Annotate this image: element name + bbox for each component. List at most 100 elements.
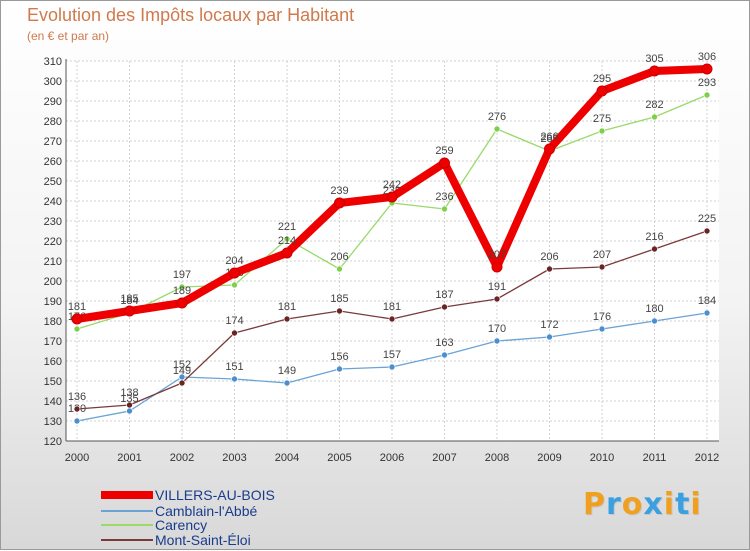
y-tick-label: 280 <box>44 116 62 128</box>
y-tick-label: 260 <box>44 156 62 168</box>
data-label-villers-au-bois: 189 <box>173 285 191 297</box>
data-point-villers-au-bois <box>124 305 135 317</box>
data-label-villers-au-bois: 204 <box>225 255 243 267</box>
data-label-camblain-l-abb-: 163 <box>435 337 453 349</box>
x-tick-label: 2001 <box>117 452 141 464</box>
data-label-mont-saint-loi: 191 <box>488 281 506 293</box>
data-label-camblain-l-abb-: 176 <box>593 311 611 323</box>
data-point-villers-au-bois <box>649 65 660 77</box>
data-point-camblain-l-abb- <box>388 363 396 371</box>
x-tick-label: 2009 <box>537 452 561 464</box>
data-point-camblain-l-abb- <box>336 365 343 373</box>
data-label-villers-au-bois: 306 <box>698 51 716 63</box>
x-tick-label: 2005 <box>327 452 351 464</box>
y-tick-label: 220 <box>44 236 62 248</box>
legend-label: Camblain-l'Abbé <box>155 503 258 519</box>
data-point-villers-au-bois <box>544 143 555 155</box>
x-tick-label: 2012 <box>695 452 719 464</box>
data-point-carency <box>703 91 711 99</box>
data-point-villers-au-bois <box>491 261 503 273</box>
logo-letter: i <box>690 487 702 522</box>
x-tick-label: 2010 <box>590 452 614 464</box>
data-label-mont-saint-loi: 138 <box>120 387 138 399</box>
y-tick-label: 230 <box>44 216 62 228</box>
x-tick-label: 2002 <box>170 452 194 464</box>
data-point-villers-au-bois <box>439 157 450 169</box>
y-tick-label: 180 <box>44 316 62 328</box>
data-point-villers-au-bois <box>386 191 398 203</box>
data-point-carency <box>73 325 81 333</box>
data-label-carency: 275 <box>593 113 611 125</box>
y-tick-label: 150 <box>44 376 62 388</box>
y-tick-label: 120 <box>44 436 62 448</box>
data-label-mont-saint-loi: 225 <box>698 213 716 225</box>
x-tick-label: 2004 <box>275 452 299 464</box>
data-point-mont-saint-loi <box>283 315 291 323</box>
data-point-carency <box>178 283 186 291</box>
logo-letter: t <box>675 487 691 522</box>
y-tick-label: 160 <box>44 356 62 368</box>
x-tick-label: 2007 <box>432 452 456 464</box>
x-tick-label: 2008 <box>485 452 509 464</box>
data-point-mont-saint-loi <box>231 329 238 337</box>
data-point-mont-saint-loi <box>388 315 396 323</box>
data-label-carency: 276 <box>488 111 506 123</box>
data-point-camblain-l-abb- <box>283 379 291 387</box>
data-label-villers-au-bois: 295 <box>593 73 611 85</box>
data-point-mont-saint-loi <box>178 379 186 387</box>
data-point-carency <box>651 113 658 121</box>
data-point-camblain-l-abb- <box>231 375 238 383</box>
data-point-mont-saint-loi <box>126 401 133 409</box>
logo-letter: P <box>583 487 606 522</box>
logo-letter: o <box>621 487 644 522</box>
data-label-camblain-l-abb-: 180 <box>645 303 663 315</box>
data-label-villers-au-bois: 305 <box>645 53 663 65</box>
data-point-mont-saint-loi <box>441 303 448 311</box>
y-tick-label: 290 <box>44 96 62 108</box>
data-point-villers-au-bois <box>229 267 240 279</box>
data-point-camblain-l-abb- <box>126 407 133 415</box>
logo-letter: i <box>663 487 676 522</box>
data-label-mont-saint-loi: 181 <box>383 301 401 313</box>
legend-swatch <box>101 510 153 512</box>
data-label-camblain-l-abb-: 157 <box>383 349 401 361</box>
data-label-camblain-l-abb-: 184 <box>698 295 716 307</box>
data-label-camblain-l-abb-: 149 <box>278 365 296 377</box>
data-point-mont-saint-loi <box>336 307 343 315</box>
data-label-mont-saint-loi: 185 <box>330 293 348 305</box>
data-point-villers-au-bois <box>71 313 83 325</box>
legend-label: VILLERS-AU-BOIS <box>155 487 275 503</box>
data-point-camblain-l-abb- <box>73 417 81 425</box>
data-label-villers-au-bois: 266 <box>540 131 558 143</box>
logo-letter: x <box>643 487 664 522</box>
y-tick-label: 200 <box>44 276 62 288</box>
data-point-villers-au-bois <box>334 197 345 209</box>
data-point-mont-saint-loi <box>598 263 606 271</box>
data-label-villers-au-bois: 185 <box>120 293 138 305</box>
data-label-villers-au-bois: 242 <box>383 179 401 191</box>
y-tick-label: 270 <box>44 136 62 148</box>
data-point-camblain-l-abb- <box>493 337 501 345</box>
data-label-camblain-l-abb-: 156 <box>330 351 348 363</box>
data-point-mont-saint-loi <box>651 245 658 253</box>
y-tick-label: 240 <box>44 196 62 208</box>
legend-swatch <box>101 491 153 499</box>
legend-swatch <box>101 524 153 526</box>
data-label-carency: 206 <box>330 251 348 263</box>
x-tick-label: 2006 <box>380 452 404 464</box>
data-label-mont-saint-loi: 206 <box>540 251 558 263</box>
data-label-carency: 197 <box>173 269 191 281</box>
y-tick-label: 310 <box>44 56 62 68</box>
data-label-camblain-l-abb-: 152 <box>173 359 191 371</box>
y-tick-label: 130 <box>44 416 62 428</box>
data-point-carency <box>598 127 606 135</box>
y-tick-label: 140 <box>44 396 62 408</box>
x-tick-label: 2003 <box>222 452 246 464</box>
data-point-camblain-l-abb- <box>703 309 711 317</box>
data-point-villers-au-bois <box>596 85 608 97</box>
data-point-carency <box>283 235 291 243</box>
data-label-carency: 221 <box>278 221 296 233</box>
data-label-villers-au-bois: 181 <box>68 301 86 313</box>
